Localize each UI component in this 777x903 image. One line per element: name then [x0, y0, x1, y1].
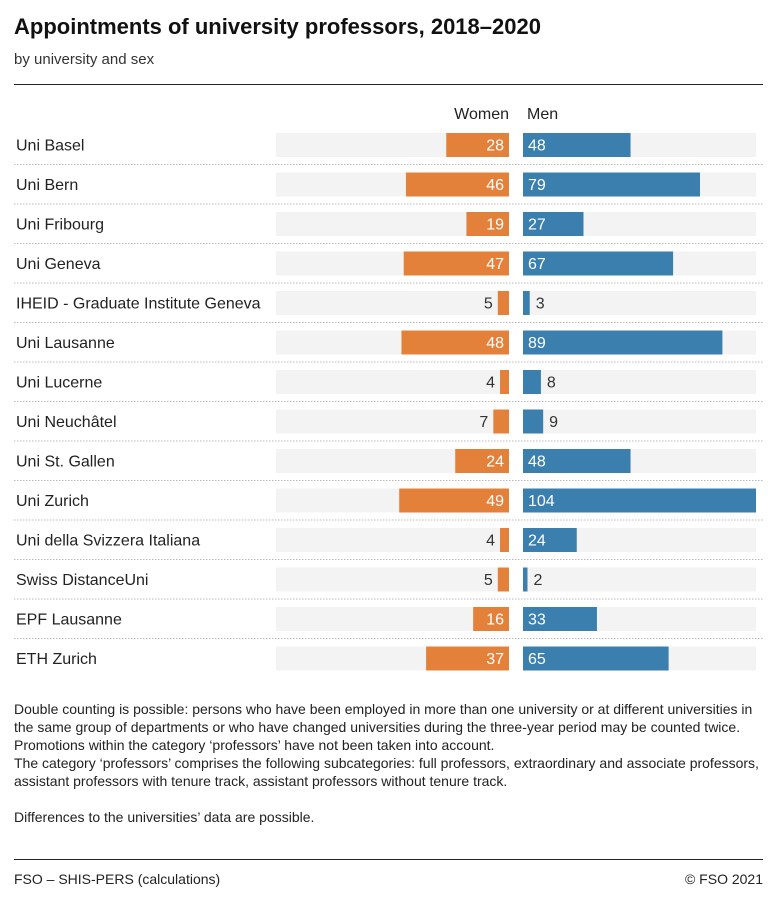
- category-label: Swiss DistanceUni: [16, 572, 148, 589]
- bar-men: [523, 251, 674, 276]
- note-2: Promotions within the category ‘professo…: [14, 737, 495, 753]
- bar-women: [399, 488, 509, 513]
- bar-men: [523, 212, 584, 236]
- data-label-men: 104: [528, 493, 555, 510]
- bar-women: [500, 370, 509, 394]
- data-label-men: 24: [528, 533, 546, 550]
- bar-women: [497, 567, 509, 592]
- bar-men: [523, 291, 530, 315]
- category-label: Uni Zurich: [16, 493, 89, 510]
- bar-women: [500, 528, 509, 552]
- bar-women: [405, 172, 509, 197]
- data-label-men: 79: [528, 177, 546, 194]
- bar-women: [455, 449, 509, 473]
- background-bar-women: [276, 607, 509, 631]
- data-label-men: 9: [549, 414, 558, 431]
- data-label-women: 19: [486, 217, 504, 234]
- bar-men: [523, 607, 597, 631]
- background-bar-men: [523, 567, 756, 592]
- category-label: IHEID - Graduate Institute Geneva: [16, 296, 261, 313]
- bottom-rule: [14, 859, 763, 860]
- data-label-women: 5: [484, 296, 493, 313]
- category-label: Uni Bern: [16, 177, 78, 194]
- category-label: ETH Zurich: [16, 651, 97, 668]
- data-label-men: 89: [528, 335, 546, 352]
- bar-men: [523, 409, 544, 434]
- data-label-men: 67: [528, 256, 546, 273]
- chart-subtitle: by university and sex: [14, 51, 155, 68]
- bar-men: [523, 488, 756, 513]
- category-label: Uni Basel: [16, 138, 84, 155]
- bar-men: [523, 567, 528, 592]
- data-label-women: 4: [486, 533, 495, 550]
- data-label-men: 3: [536, 296, 545, 313]
- source: FSO – SHIS-PERS (calculations): [14, 871, 221, 887]
- copyright: © FSO 2021: [684, 871, 763, 887]
- legend-women: Women: [454, 106, 509, 123]
- legend-men: Men: [527, 106, 559, 123]
- bar-men: [523, 172, 700, 197]
- notes: Double counting is possible: persons who…: [14, 700, 764, 826]
- data-label-women: 37: [486, 651, 504, 668]
- bar-men: [523, 646, 669, 671]
- category-label: Uni Geneva: [16, 256, 101, 273]
- bar-women: [426, 646, 509, 671]
- data-label-women: 4: [486, 375, 495, 392]
- bar-men: [523, 330, 723, 355]
- bar-women: [466, 212, 509, 236]
- data-label-women: 5: [484, 572, 493, 589]
- bar-women: [497, 291, 509, 315]
- background-bar-women: [276, 370, 509, 394]
- top-rule: [14, 84, 763, 85]
- background-bar-men: [523, 370, 756, 394]
- background-bar-women: [276, 528, 509, 552]
- bar-women: [493, 409, 509, 434]
- category-label: Uni Lausanne: [16, 335, 115, 352]
- category-label: Uni St. Gallen: [16, 454, 115, 471]
- data-label-women: 49: [486, 493, 504, 510]
- data-label-men: 27: [528, 217, 546, 234]
- bar-men: [523, 449, 631, 473]
- data-label-men: 8: [547, 375, 556, 392]
- bar-women: [403, 251, 509, 276]
- data-label-men: 48: [528, 138, 546, 155]
- note-3: The category ‘professors’ comprises the …: [14, 755, 759, 789]
- data-label-women: 46: [486, 177, 504, 194]
- note-1: Double counting is possible: persons who…: [14, 701, 753, 735]
- data-label-women: 16: [486, 612, 504, 629]
- background-bar-women: [276, 409, 509, 434]
- data-label-men: 48: [528, 454, 546, 471]
- chart-title: Appointments of university professors, 2…: [14, 14, 541, 39]
- data-label-men: 2: [533, 572, 542, 589]
- background-bar-men: [523, 409, 756, 434]
- note-4: Differences to the universities’ data ar…: [14, 809, 315, 825]
- background-bar-women: [276, 291, 509, 315]
- bar-women: [401, 330, 509, 355]
- background-bar-men: [523, 291, 756, 315]
- background-bar-women: [276, 567, 509, 592]
- bar-women: [473, 607, 509, 631]
- data-label-women: 7: [479, 414, 488, 431]
- category-label: Uni Fribourg: [16, 217, 104, 234]
- data-label-women: 24: [486, 454, 504, 471]
- data-label-men: 65: [528, 651, 546, 668]
- data-label-men: 33: [528, 612, 546, 629]
- bar-men: [523, 528, 577, 552]
- bar-men: [523, 370, 541, 394]
- category-label: EPF Lausanne: [16, 612, 122, 629]
- category-label: Uni della Svizzera Italiana: [16, 533, 200, 550]
- data-label-women: 48: [486, 335, 504, 352]
- category-label: Uni Lucerne: [16, 375, 102, 392]
- data-label-women: 28: [486, 138, 504, 155]
- category-label: Uni Neuchâtel: [16, 414, 117, 431]
- bar-women: [446, 133, 509, 157]
- data-label-women: 47: [486, 256, 504, 273]
- bar-men: [523, 133, 631, 157]
